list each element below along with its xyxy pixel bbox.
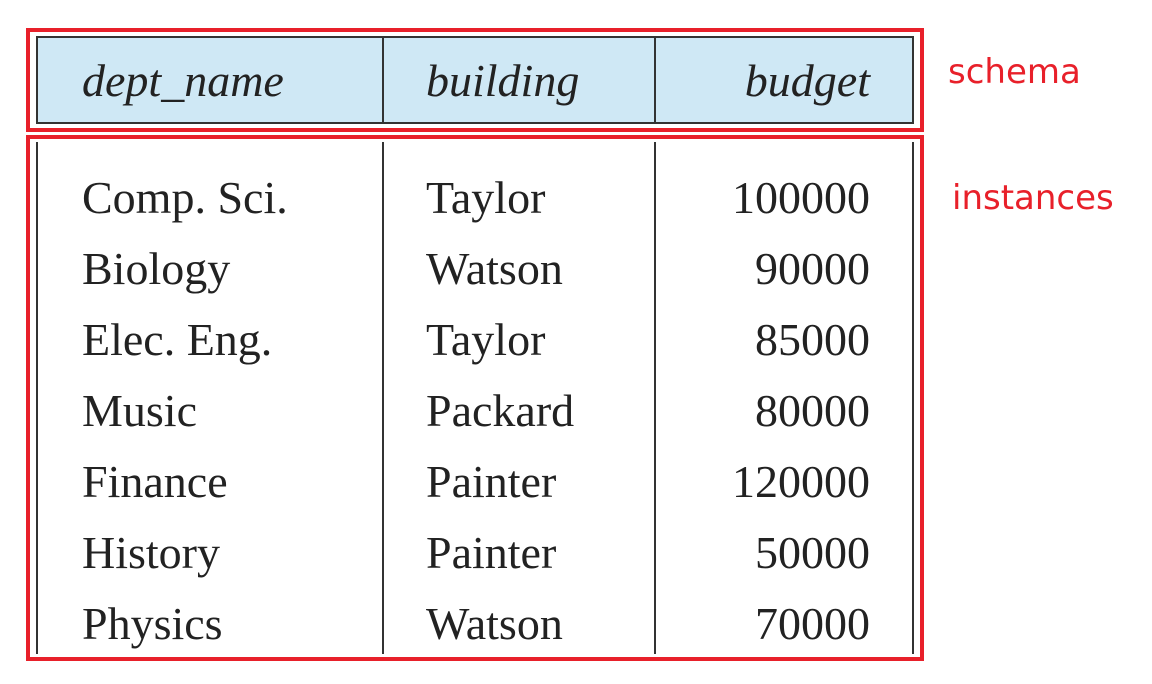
table-cell: Taylor bbox=[426, 314, 546, 365]
table-cell: 50000 bbox=[755, 527, 870, 578]
table-cell: History bbox=[82, 527, 220, 578]
table-cell: Comp. Sci. bbox=[82, 172, 288, 223]
column-header-building: building bbox=[384, 38, 656, 122]
table-cell: 80000 bbox=[755, 385, 870, 436]
column-header-budget: budget bbox=[744, 54, 870, 106]
table-header: dept_name building budget bbox=[36, 36, 914, 124]
table-cell: Painter bbox=[426, 527, 557, 578]
table-cell: Watson bbox=[426, 243, 563, 294]
table-cell: 85000 bbox=[755, 314, 870, 365]
table-cell: 90000 bbox=[755, 243, 870, 294]
column-dept-name: Comp. Sci. Biology Elec. Eng. Music Fina… bbox=[38, 142, 384, 654]
column-building: Taylor Watson Taylor Packard Painter Pai… bbox=[384, 142, 656, 654]
table-cell: Watson bbox=[426, 598, 563, 649]
column-header-dept-name: dept_name bbox=[38, 38, 384, 122]
instances-label: instances bbox=[952, 178, 1114, 218]
table-cell: Music bbox=[82, 385, 197, 436]
table-cell: 120000 bbox=[732, 456, 870, 507]
table-cell: Taylor bbox=[426, 172, 546, 223]
table-cell: 100000 bbox=[732, 172, 870, 223]
table-body: Comp. Sci. Biology Elec. Eng. Music Fina… bbox=[36, 142, 914, 654]
instances-highlight-box bbox=[26, 135, 924, 661]
table-cell: Painter bbox=[426, 456, 557, 507]
table-cell: Biology bbox=[82, 243, 231, 294]
table-cell: 70000 bbox=[755, 598, 870, 649]
table-cell: Finance bbox=[82, 456, 228, 507]
schema-label: schema bbox=[948, 52, 1081, 92]
table-cell: Elec. Eng. bbox=[82, 314, 273, 365]
column-budget: 100000 90000 85000 80000 120000 50000 70… bbox=[656, 142, 912, 654]
table-cell: Packard bbox=[426, 385, 575, 436]
table-cell: Physics bbox=[82, 598, 223, 649]
schema-highlight-box bbox=[26, 28, 924, 132]
